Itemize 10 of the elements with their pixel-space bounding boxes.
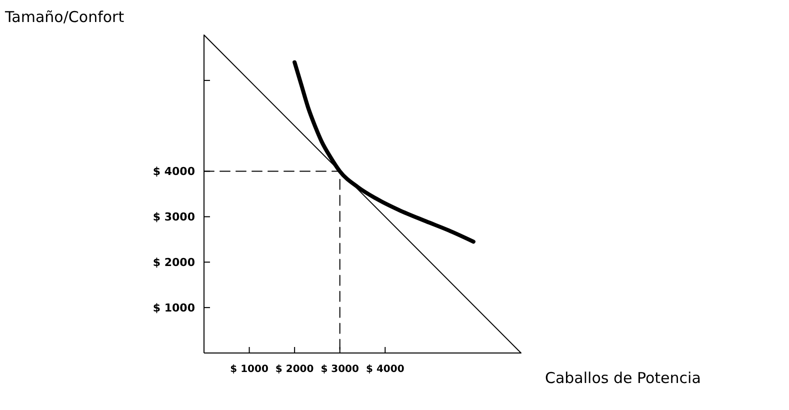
y-axis-title: Tamaño/Confort: [4, 8, 124, 26]
y-tick-label: $ 3000: [152, 210, 196, 224]
x-axis-title: Caballos de Potencia: [545, 369, 701, 387]
x-tick-label: $ 3000: [320, 364, 360, 375]
x-tick-label: $ 2000: [275, 364, 314, 375]
y-tick-label: $ 2000: [152, 256, 196, 269]
x-tick-label: $ 1000: [230, 364, 268, 375]
y-tick-label: $ 4000: [152, 165, 196, 178]
y-tick-label: $ 1000: [152, 301, 196, 314]
x-tick-label: $ 4000: [366, 364, 404, 375]
